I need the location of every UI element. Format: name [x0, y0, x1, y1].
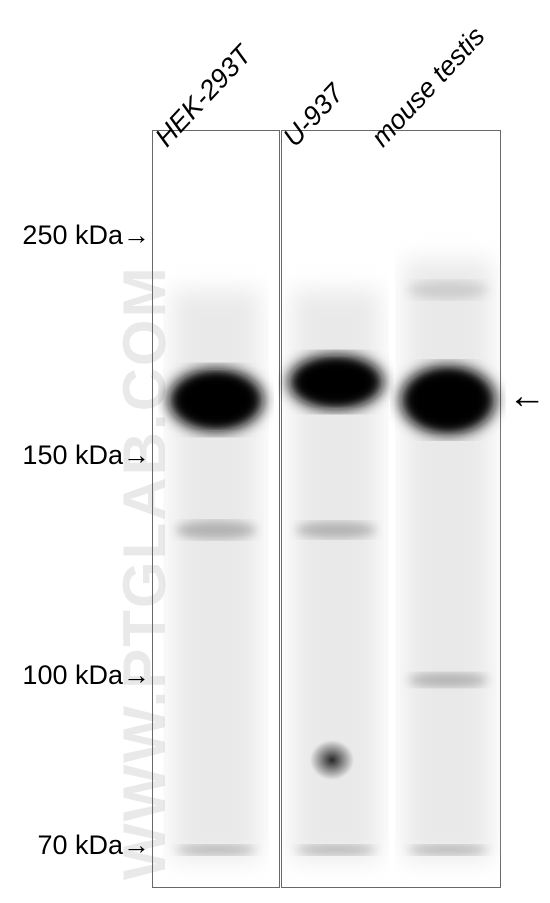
western-blot-figure: WWW.PTGLAB.COM HEK-293T U-937 mouse test… [0, 0, 550, 903]
arrow-right-icon: → [123, 660, 150, 691]
mw-text: 250 kDa [22, 220, 123, 250]
arrow-right-icon: → [123, 830, 150, 861]
mw-text: 150 kDa [22, 440, 123, 470]
mw-label-70: 70 kDa→ [37, 830, 150, 861]
mw-label-150: 150 kDa→ [22, 440, 150, 471]
band-pointer-arrow-icon: ← [508, 375, 546, 418]
mw-text: 70 kDa [37, 830, 123, 860]
arrow-right-icon: → [123, 440, 150, 471]
mw-label-100: 100 kDa→ [22, 660, 150, 691]
mw-label-250: 250 kDa→ [22, 220, 150, 251]
arrow-right-icon: → [123, 220, 150, 251]
mw-text: 100 kDa [22, 660, 123, 690]
